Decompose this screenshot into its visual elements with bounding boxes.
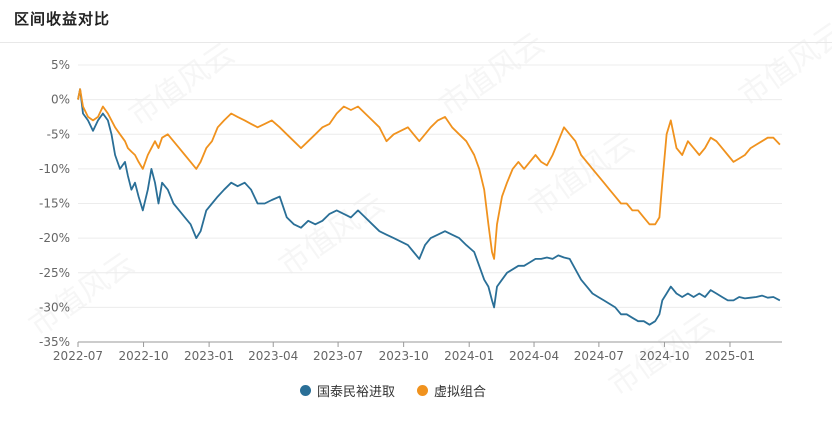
chart-legend: 国泰民裕进取 虚拟组合	[300, 381, 508, 400]
series-line-1	[77, 88, 781, 326]
legend-item-2[interactable]: 虚拟组合	[417, 381, 486, 400]
y-tick-label: -10%	[39, 162, 70, 176]
x-tick-label: 2023-07	[313, 349, 363, 363]
y-tick-label: 5%	[51, 58, 70, 72]
x-tick-label: 2023-01	[184, 349, 234, 363]
y-tick-label: -5%	[47, 127, 70, 141]
series-line-2	[77, 88, 781, 260]
x-tick-label: 2022-10	[118, 349, 168, 363]
y-tick-label: -25%	[39, 266, 70, 280]
y-tick-label: -20%	[39, 231, 70, 245]
title-divider	[0, 42, 832, 43]
x-tick-label: 2024-10	[639, 349, 689, 363]
y-tick-label: 0%	[51, 93, 70, 107]
x-tick-label: 2025-01	[705, 349, 755, 363]
legend-marker	[417, 385, 429, 396]
y-tick-label: -35%	[39, 335, 70, 349]
legend-marker	[300, 385, 311, 396]
legend-label: 虚拟组合	[434, 385, 487, 400]
x-tick-label: 2023-04	[248, 349, 298, 363]
y-tick-label: -30%	[39, 300, 70, 314]
chart-title: 区间收益对比	[14, 10, 111, 28]
legend-label: 国泰民裕进取	[317, 385, 396, 400]
x-tick-label: 2022-07	[53, 349, 103, 363]
x-tick-label: 2024-04	[509, 349, 559, 363]
x-tick-label: 2023-10	[379, 349, 429, 363]
x-tick-label: 2024-07	[574, 349, 624, 363]
x-tick-label: 2024-01	[444, 349, 494, 363]
y-tick-label: -15%	[39, 197, 70, 211]
legend-item-1[interactable]: 国泰民裕进取	[300, 381, 395, 400]
